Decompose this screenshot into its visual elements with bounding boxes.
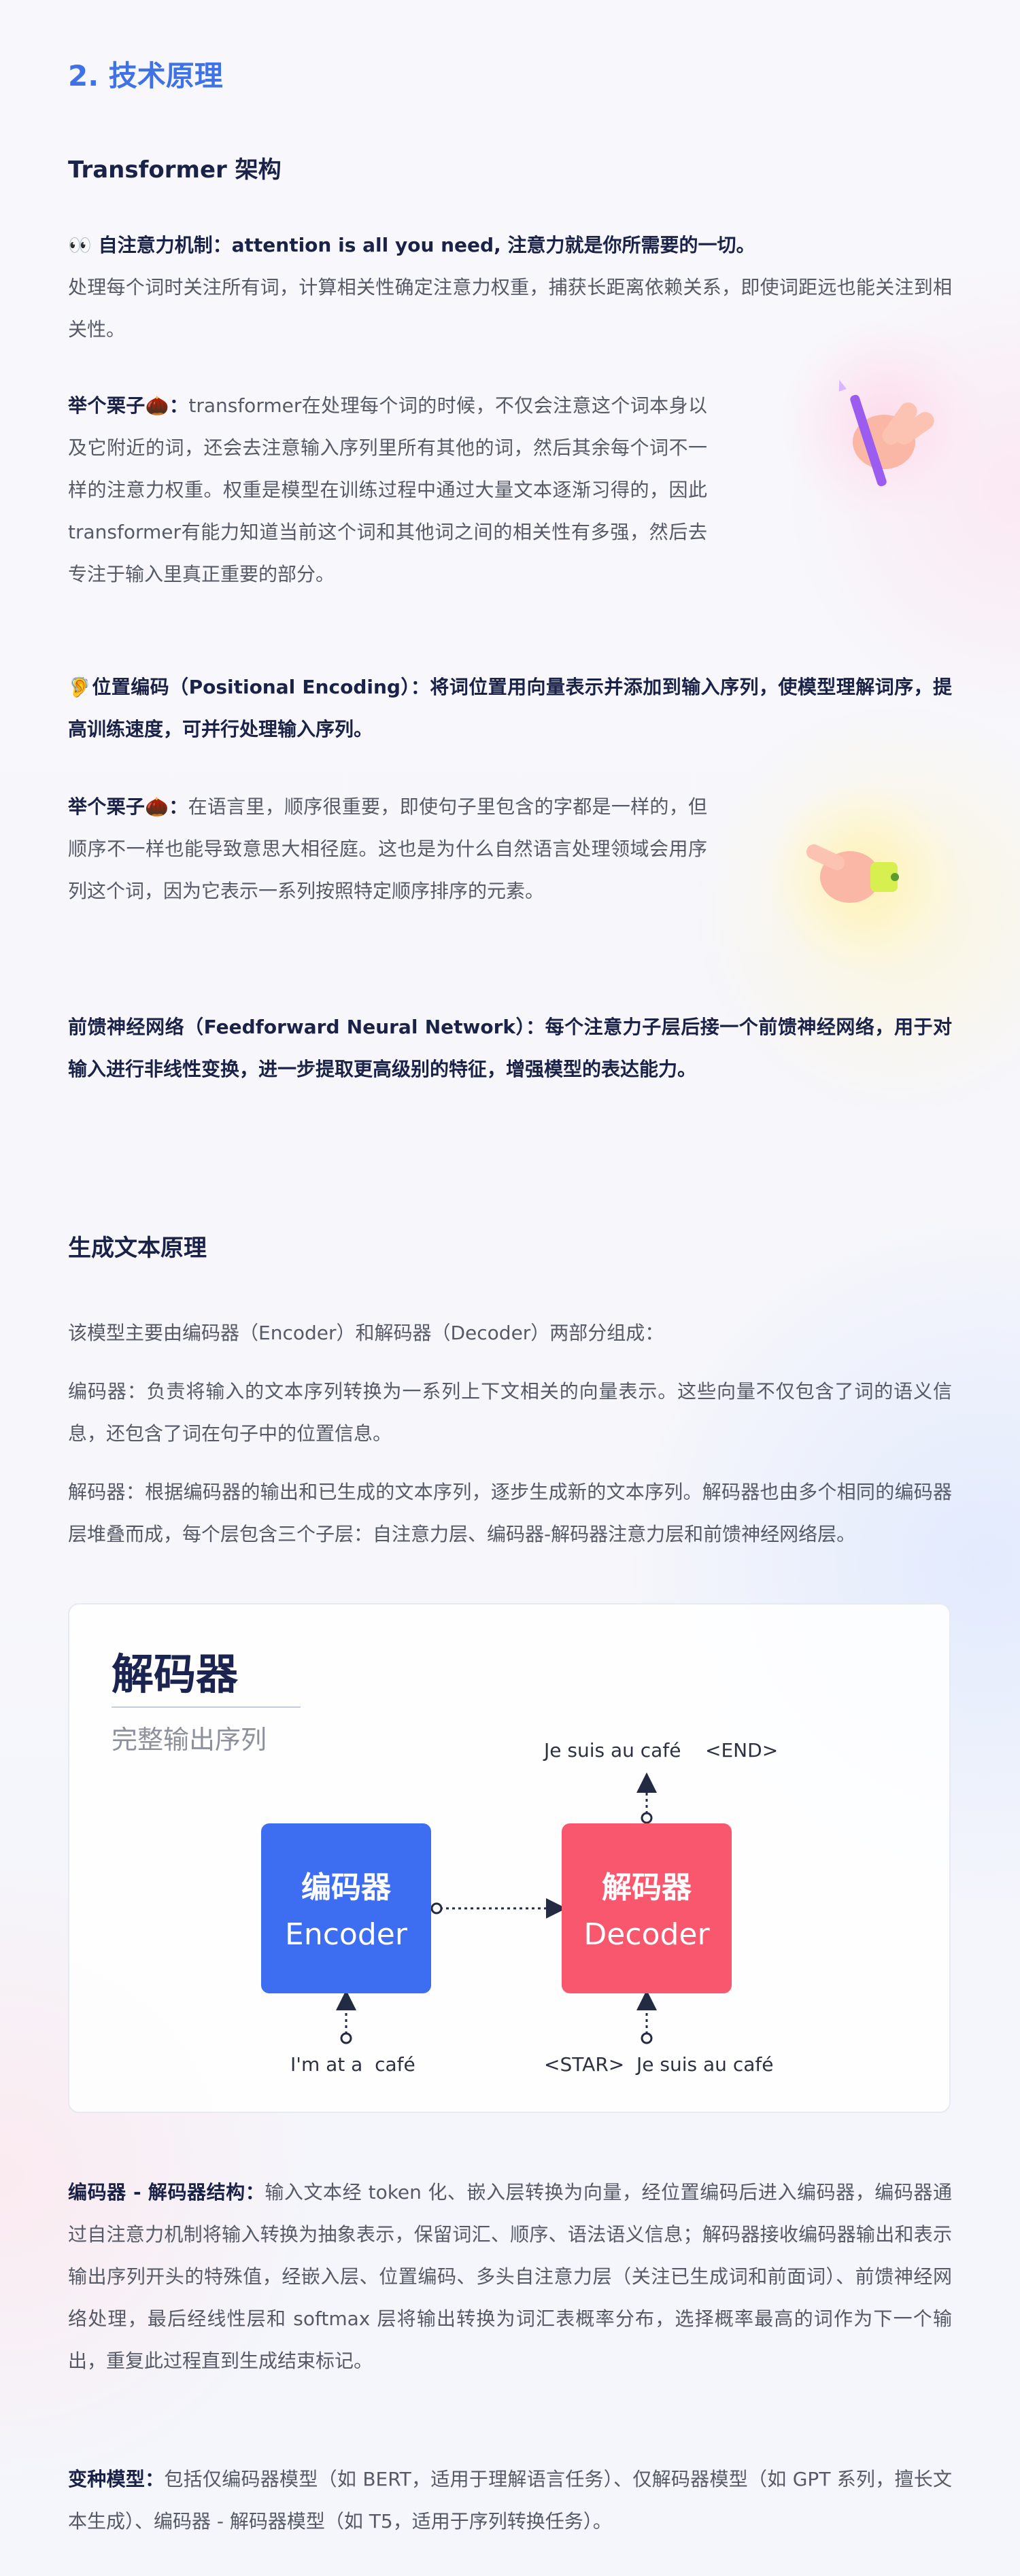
hand-holding-pen-icon (782, 320, 986, 523)
variants-text: 变种模型：包括仅编码器模型（如 BERT，适用于理解语言任务）、仅解码器模型（如… (68, 2458, 952, 2543)
structure-body: 输入文本经 token 化、嵌入层转换为向量，经位置编码后进入编码器，编码器通过… (68, 2181, 952, 2372)
generation-intro: 该模型主要由编码器（Encoder）和解码器（Decoder）两部分组成： (68, 1322, 664, 1344)
transformer-heading: Transformer 架构 (68, 156, 282, 184)
diagram-title: 解码器 (112, 1649, 239, 1699)
diagram-arrows (336, 1772, 657, 2044)
ffn-title: 前馈神经网络（Feedforward Neural Network）：每个注意力… (68, 1016, 952, 1080)
example1-label: 举个栗子🌰： (68, 394, 189, 417)
decoder-label-en: Decoder (583, 1917, 710, 1952)
decoder-block: 解码器 Decoder (562, 1823, 732, 1993)
diagram-title-rule (112, 1706, 301, 1708)
diagram-subtitle: 完整输出序列 (112, 1725, 267, 1755)
example2-label: 举个栗子🌰： (68, 795, 188, 818)
encoder-block: 编码器 Encoder (261, 1823, 431, 1993)
example1-body: transformer在处理每个词的时候，不仅会注意这个词本身以及它附近的词，还… (68, 394, 707, 585)
structure-label: 编码器 - 解码器结构： (68, 2181, 265, 2203)
generation-heading: 生成文本原理 (68, 1235, 207, 1262)
encoder-input-label: I'm at a café (290, 2053, 415, 2076)
decoder-description: 解码器：根据编码器的输出和已生成的文本序列，逐步生成新的文本序列。解码器也由多个… (68, 1481, 952, 1545)
posenc-title: 🦻位置编码（Positional Encoding）：将词位置用向量表示并添加到… (68, 676, 952, 740)
example1-text: 举个栗子🌰：transformer在处理每个词的时候，不仅会注意这个词本身以及它… (68, 385, 707, 596)
encoder-label-cn: 编码器 (301, 1870, 391, 1905)
pointing-hand-icon (768, 782, 959, 972)
variants-label: 变种模型： (68, 2468, 165, 2490)
encoder-decoder-diagram: 解码器 完整输出序列 编码器 Encoder 解码器 Decoder Je su… (68, 1603, 951, 2113)
structure-text: 编码器 - 解码器结构：输入文本经 token 化、嵌入层转换为向量，经位置编码… (68, 2171, 952, 2382)
variants-body: 包括仅编码器模型（如 BERT，适用于理解语言任务）、仅解码器模型（如 GPT … (68, 2468, 952, 2532)
decoder-input-label: <STAR> Je suis au café (544, 2053, 774, 2076)
example2-body: 在语言里，顺序很重要，即使句子里包含的字都是一样的，但顺序不一样也能导致意思大相… (68, 795, 707, 902)
section-title: 2. 技术原理 (68, 59, 223, 92)
attention-title: 👀 自注意力机制：attention is all you need, 注意力就… (68, 234, 755, 256)
attention-body: 处理每个词时关注所有词，计算相关性确定注意力权重，捕获长距离依赖关系，即使词距远… (68, 276, 952, 341)
decoder-output-label: Je suis au café <END> (544, 1739, 779, 1762)
decoder-label-cn: 解码器 (602, 1870, 692, 1905)
encoder-description: 编码器：负责将输入的文本序列转换为一系列上下文相关的向量表示。这些向量不仅包含了… (68, 1380, 952, 1445)
example2-text: 举个栗子🌰：在语言里，顺序很重要，即使句子里包含的字都是一样的，但顺序不一样也能… (68, 786, 707, 912)
encoder-label-en: Encoder (285, 1917, 407, 1952)
